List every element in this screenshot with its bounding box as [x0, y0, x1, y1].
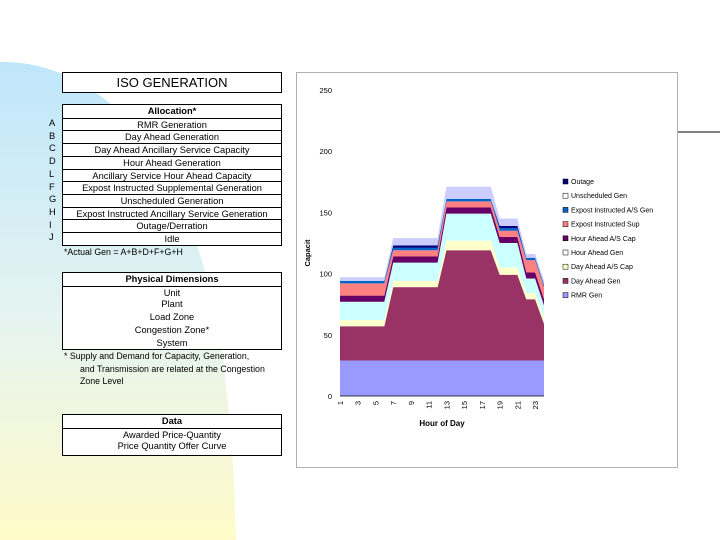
area-series-hour-ahead-gen — [340, 213, 544, 321]
y-tick-label: 250 — [319, 86, 332, 95]
allocation-letter: G — [49, 194, 57, 205]
legend-swatch — [562, 235, 569, 242]
legend-label: Day Ahead Gen — [571, 278, 621, 285]
y-tick-label: 100 — [319, 270, 332, 279]
legend-label: Day Ahead A/S Cap — [571, 264, 633, 271]
allocation-letter: H — [49, 206, 56, 217]
allocation-letter: I — [49, 219, 52, 230]
area-series-rmr-gen — [340, 360, 544, 396]
allocation-row: Day Ahead Ancillary Service Capacity — [63, 143, 281, 156]
physical-row: System — [156, 337, 188, 348]
x-tick-label: 19 — [496, 401, 505, 409]
allocation-row: Ancillary Service Hour Ahead Capacity — [63, 168, 281, 182]
x-axis-label: Hour of Day — [419, 419, 465, 428]
legend-label: Expost Instructed Sup — [571, 222, 640, 229]
physical-row: Unit — [63, 285, 281, 299]
slide-title: ISO GENERATION — [62, 72, 282, 93]
allocation-row: Outage/Derration — [63, 219, 281, 232]
allocation-row: Idle — [63, 232, 281, 245]
allocation-table: Allocation* RMR Generation Day Ahead Gen… — [62, 104, 282, 246]
data-table: Data Awarded Price-Quantity Price Quanti… — [62, 414, 282, 456]
allocation-letter: J — [49, 232, 54, 243]
allocation-letter: D — [49, 156, 56, 167]
legend-swatch — [562, 249, 569, 256]
x-tick-label: 7 — [389, 401, 398, 405]
chart-legend: Outage Unscheduled Gen Expost Instructed A… — [562, 178, 653, 300]
x-tick-label: 15 — [460, 401, 469, 409]
allocation-letter: F — [49, 181, 55, 192]
data-row: Price Quantity Offer Curve — [117, 441, 227, 452]
x-tick-label: 17 — [478, 401, 487, 409]
x-tick-label: 21 — [513, 401, 522, 409]
legend-swatch — [562, 207, 569, 213]
physical-row: Congestion Zone* — [134, 324, 210, 335]
y-tick-label: 150 — [319, 208, 332, 217]
area-series-hour-ahead-a-s-cap — [340, 207, 544, 306]
legend-label: Unscheduled Gen — [571, 193, 627, 200]
physical-note-line: Zone Level — [80, 376, 124, 386]
x-tick-label: 23 — [531, 401, 540, 409]
allocation-row: Day Ahead Generation — [63, 130, 281, 143]
physical-header: Physical Dimensions — [125, 274, 219, 284]
y-tick-label: 0 — [328, 392, 332, 401]
legend-swatch — [562, 178, 569, 185]
area-series-group — [340, 186, 544, 396]
data-row: Awarded Price-Quantity — [63, 427, 281, 441]
allocation-letter: B — [49, 130, 56, 141]
legend-label: RMR Gen — [571, 293, 602, 300]
legend-swatch — [562, 263, 569, 270]
legend-swatch — [562, 278, 569, 284]
allocation-letter: A — [49, 118, 56, 128]
y-tick-group: 0 50 100 150 200 250 — [319, 86, 332, 401]
x-tick-label: 5 — [371, 401, 380, 405]
y-axis-label: Capacit — [303, 239, 312, 267]
legend-swatch — [562, 221, 569, 227]
allocation-letter: C — [49, 143, 56, 154]
physical-note-line: * Supply and Demand for Capacity, Genera… — [64, 351, 250, 361]
allocation-footnote: *Actual Gen = A+B+D+F+G+H — [64, 247, 183, 257]
physical-dimensions-table: Physical Dimensions Unit Plant Load Zone… — [62, 272, 282, 350]
x-tick-label: 9 — [407, 401, 416, 405]
legend-swatch — [562, 292, 569, 298]
physical-row: Load Zone — [149, 312, 195, 323]
legend-label: Hour Ahead A/S Cap — [571, 236, 636, 243]
x-tick-label: 11 — [425, 401, 434, 409]
allocation-letter: L — [49, 168, 55, 179]
y-tick-label: 200 — [319, 147, 332, 156]
x-tick-label: 1 — [336, 401, 345, 405]
allocation-row: Unscheduled Generation — [63, 193, 281, 207]
allocation-row: Expost Instructed Supplemental Generatio… — [63, 181, 281, 194]
allocation-row: RMR Generation — [63, 117, 281, 131]
x-tick-group: 1 3 5 7 9 11 13 15 17 19 21 23 — [336, 401, 540, 409]
data-header: Data — [161, 416, 183, 426]
allocation-header: Allocation* — [147, 106, 197, 116]
allocation-row: Hour Ahead Generation — [63, 155, 281, 169]
area-series-day-ahead-gen — [340, 250, 544, 361]
x-tick-label: 3 — [354, 401, 363, 405]
area-series-expost-instructed-sup — [340, 201, 544, 300]
y-tick-label: 50 — [324, 331, 332, 340]
legend-label: Expost Instructed A/S Gen — [571, 207, 653, 214]
legend-swatch — [562, 192, 569, 199]
physical-row: Plant — [161, 299, 183, 310]
legend-label: Outage — [571, 179, 594, 186]
allocation-row: Expost Instructed Ancillary Service Gene… — [63, 206, 281, 220]
physical-note-line: and Transmission are related at the Cong… — [80, 363, 265, 374]
legend-label: Hour Ahead Gen — [571, 250, 623, 257]
x-tick-label: 13 — [442, 401, 451, 409]
